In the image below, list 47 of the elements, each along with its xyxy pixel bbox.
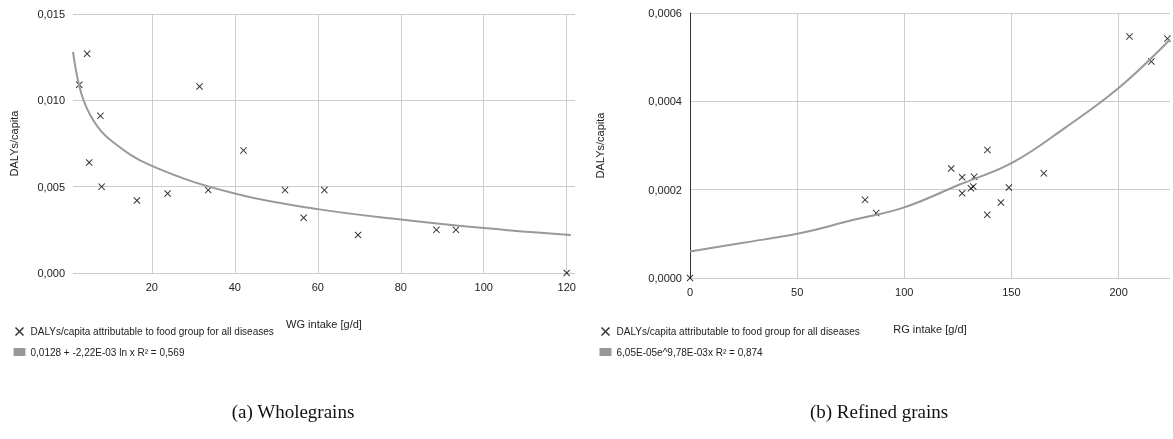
point <box>85 158 93 166</box>
legend-label: 6,05E-05e^9,78E-03x R² = 0,874 <box>616 346 764 358</box>
point <box>1040 169 1048 177</box>
y-tick-label: 0,0000 <box>648 272 682 284</box>
y-tick-label: 0,005 <box>37 180 65 193</box>
point <box>320 186 328 194</box>
x-tick-label: 80 <box>394 280 407 293</box>
point <box>300 214 308 222</box>
legend-label: 0,0128 + -2,22E-03 ln x R² = 0,569 <box>30 346 185 358</box>
y-tick-label: 0,0006 <box>648 7 682 19</box>
point <box>958 189 966 197</box>
point <box>96 112 104 120</box>
x-tick-label: 100 <box>895 285 914 298</box>
point <box>563 269 571 277</box>
point <box>432 226 440 234</box>
x-tick-label: 100 <box>474 280 493 293</box>
point <box>83 50 91 58</box>
point <box>997 198 1005 206</box>
text: (b) Refined grains <box>809 401 949 423</box>
y-tick-label: 0,0004 <box>648 95 682 108</box>
x-tick-label: 0 <box>686 285 694 298</box>
point <box>133 196 141 204</box>
x-tick-label: 60 <box>311 280 324 293</box>
point <box>204 186 212 194</box>
point <box>983 211 991 219</box>
y-axis-title: DALYs/capita <box>7 109 20 177</box>
y-axis-title: DALYs/capita <box>593 111 606 179</box>
point <box>1005 183 1013 191</box>
x-axis-title: WG intake [g/d] <box>286 317 362 330</box>
line-series <box>72 50 572 237</box>
point <box>983 146 991 154</box>
x-tick-label: 40 <box>228 280 241 293</box>
x-tick-label: 120 <box>557 280 576 293</box>
x-tick-label: 150 <box>1002 285 1021 298</box>
legend-label: DALYs/capita attributable to food group for all diseases <box>30 326 274 337</box>
x-tick-label: 200 <box>1109 285 1128 298</box>
y-tick-label: 0,000 <box>37 267 65 279</box>
x-tick-label: 20 <box>145 280 158 293</box>
point <box>958 173 966 181</box>
x-tick-label: 50 <box>791 285 804 298</box>
y-tick-label: 0,0002 <box>648 183 682 196</box>
y-tick-label: 0,010 <box>37 94 65 107</box>
x-axis-title: RG intake [g/d] <box>893 322 967 335</box>
y-tick-label: 0,015 <box>37 8 65 20</box>
text: (a) Wholegrains <box>231 401 355 423</box>
point <box>947 164 955 172</box>
legend-label: DALYs/capita attributable to food group for all diseases <box>616 326 860 337</box>
